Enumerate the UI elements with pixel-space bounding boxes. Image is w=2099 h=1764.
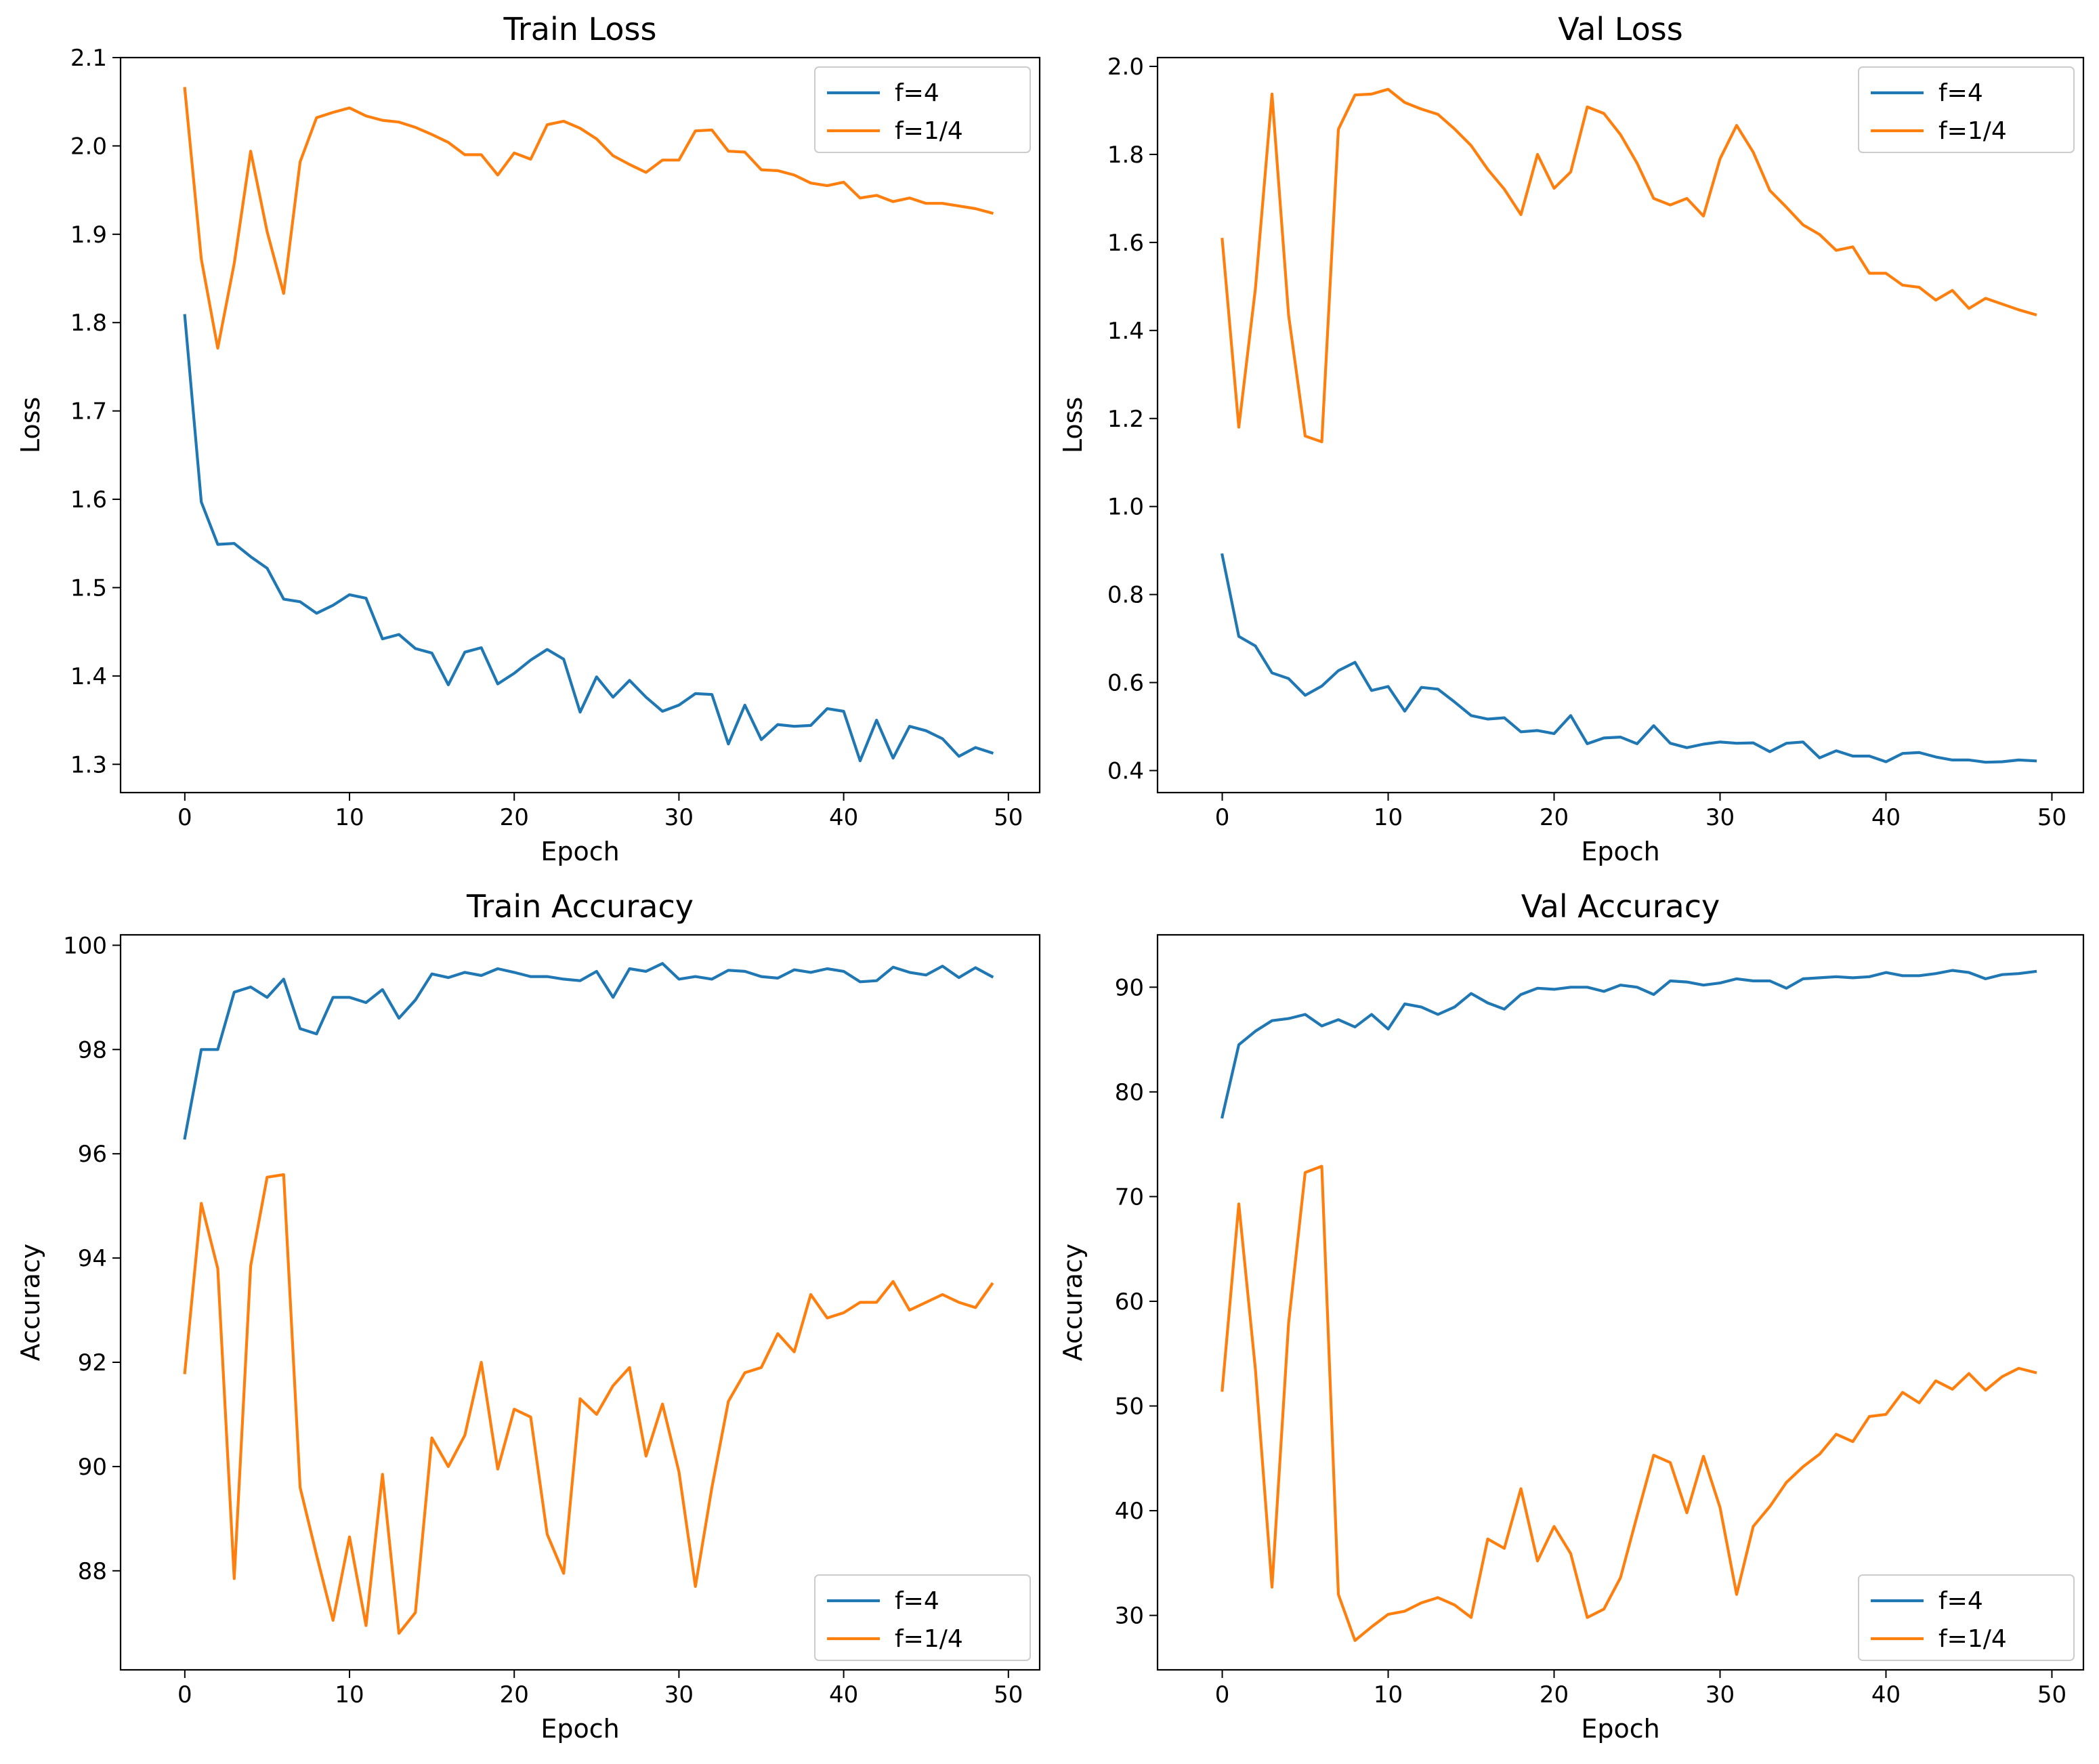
legend: f=4 f=1/4 (1858, 1574, 2075, 1661)
legend-label: f=1/4 (1938, 1625, 2007, 1653)
y-tick-label: 1.2 (1107, 406, 1144, 433)
chart-val-loss: Val Loss 0 10 20 30 40 50 0.4 0.6 0.8 1.0 1.2 1.4 1.6… (1058, 11, 2085, 866)
y-tick-label: 1.3 (70, 751, 107, 778)
x-axis-label: Epoch (1581, 837, 1659, 866)
series-line-f1-4 (183, 87, 994, 350)
y-tick-label: 1.9 (70, 222, 107, 249)
x-tick-label: 50 (994, 804, 1023, 831)
x-tick-label: 40 (829, 1681, 858, 1708)
x-tick-label: 30 (664, 1681, 694, 1708)
y-tick-label: 100 (63, 932, 107, 959)
x-tick-label: 20 (500, 804, 529, 831)
chart-val-accuracy: Val Accuracy 0 10 20 30 40 50 30 40 50 60 70 80 90 Epo… (1058, 888, 2085, 1744)
legend-label: f=1/4 (1938, 117, 2007, 145)
y-axis-label: Loss (1058, 397, 1088, 453)
chart-train-accuracy: Train Accuracy 0 10 20 30 40 50 88 90 92 94 96 98 100… (16, 888, 1041, 1744)
y-axis-label: Accuracy (1058, 1244, 1088, 1362)
x-tick-label: 40 (1871, 804, 1901, 831)
y-tick-label: 0.4 (1107, 758, 1144, 785)
y-tick-label: 1.5 (70, 574, 107, 602)
legend: f=4 f=1/4 (814, 66, 1031, 153)
x-tick-label: 10 (335, 1681, 364, 1708)
x-tick-label: 40 (829, 804, 858, 831)
series-line-f4 (183, 314, 994, 763)
x-axis-label: Epoch (540, 837, 619, 866)
legend-label: f=1/4 (895, 1625, 963, 1653)
legend-label: f=4 (1938, 1587, 1983, 1615)
series-line-f1-4 (1221, 1164, 2037, 1642)
y-tick-label: 98 (78, 1036, 107, 1064)
chart-title: Val Loss (1558, 11, 1682, 47)
y-tick-label: 40 (1115, 1498, 1144, 1525)
y-tick-label: 94 (78, 1245, 107, 1272)
y-tick-label: 80 (1115, 1079, 1144, 1106)
x-tick-label: 40 (1871, 1681, 1901, 1708)
y-tick-label: 70 (1115, 1183, 1144, 1211)
y-tick-label: 60 (1115, 1288, 1144, 1316)
chart-train-loss: Train Loss 0 10 20 30 40 50 1.3 1.4 1.5 1.6 1.7 1.8 1… (16, 11, 1041, 866)
y-axis-label: Accuracy (16, 1244, 45, 1362)
x-axis-label: Epoch (1581, 1714, 1659, 1744)
plot-frame (119, 933, 1041, 1671)
y-tick-label: 88 (78, 1558, 107, 1585)
y-tick-label: 1.4 (1107, 318, 1144, 345)
y-tick-label: 2.0 (70, 133, 107, 160)
y-tick-label: 90 (1115, 974, 1144, 1001)
series-line-f4 (1220, 969, 2037, 1119)
y-tick-label: 0.6 (1107, 670, 1144, 697)
y-tick-label: 90 (78, 1454, 107, 1481)
series-line-f1-4 (1221, 87, 2037, 444)
chart-title: Train Loss (503, 11, 657, 47)
x-tick-label: 0 (177, 804, 192, 831)
x-tick-label: 0 (177, 1681, 192, 1708)
x-tick-label: 20 (1540, 1681, 1569, 1708)
x-tick-label: 30 (1705, 1681, 1735, 1708)
legend: f=4 f=1/4 (814, 1574, 1031, 1661)
legend-label: f=4 (1938, 79, 1983, 107)
y-tick-label: 1.6 (70, 486, 107, 513)
legend: f=4 f=1/4 (1858, 66, 2075, 153)
x-tick-label: 50 (2037, 804, 2066, 831)
x-tick-label: 0 (1215, 1681, 1230, 1708)
y-tick-label: 2.1 (70, 45, 107, 72)
x-tick-label: 50 (2037, 1681, 2066, 1708)
y-tick-label: 1.4 (70, 663, 107, 690)
series-line-f1-4 (183, 1173, 994, 1635)
x-tick-label: 50 (994, 1681, 1023, 1708)
y-tick-label: 30 (1115, 1603, 1144, 1630)
x-tick-label: 30 (664, 804, 694, 831)
chart-title: Train Accuracy (466, 888, 694, 925)
x-tick-label: 20 (1540, 804, 1569, 831)
series-line-f4 (183, 962, 994, 1140)
legend-label: f=1/4 (895, 117, 963, 145)
y-tick-label: 2.0 (1107, 54, 1144, 81)
y-tick-label: 1.6 (1107, 230, 1144, 257)
x-tick-label: 10 (1374, 804, 1403, 831)
y-axis-label: Loss (16, 397, 45, 453)
y-tick-label: 1.0 (1107, 494, 1144, 521)
legend-label: f=4 (895, 79, 939, 107)
x-axis-label: Epoch (540, 1714, 619, 1744)
legend-label: f=4 (895, 1587, 939, 1615)
y-tick-label: 50 (1115, 1393, 1144, 1421)
chart-title: Val Accuracy (1521, 888, 1720, 925)
y-tick-label: 96 (78, 1141, 107, 1168)
y-tick-label: 1.7 (70, 398, 107, 425)
plot-frame (1156, 933, 2085, 1671)
x-tick-label: 20 (500, 1681, 529, 1708)
y-tick-label: 0.8 (1107, 582, 1144, 609)
y-tick-label: 1.8 (1107, 142, 1144, 169)
x-tick-label: 10 (1374, 1681, 1403, 1708)
x-tick-label: 30 (1705, 804, 1735, 831)
x-tick-label: 10 (335, 804, 364, 831)
y-tick-label: 92 (78, 1349, 107, 1377)
plot-frame (1156, 56, 2085, 794)
y-tick-label: 1.8 (70, 310, 107, 337)
series-line-f4 (1221, 553, 2037, 764)
plot-frame (119, 56, 1041, 794)
x-tick-label: 0 (1215, 804, 1230, 831)
